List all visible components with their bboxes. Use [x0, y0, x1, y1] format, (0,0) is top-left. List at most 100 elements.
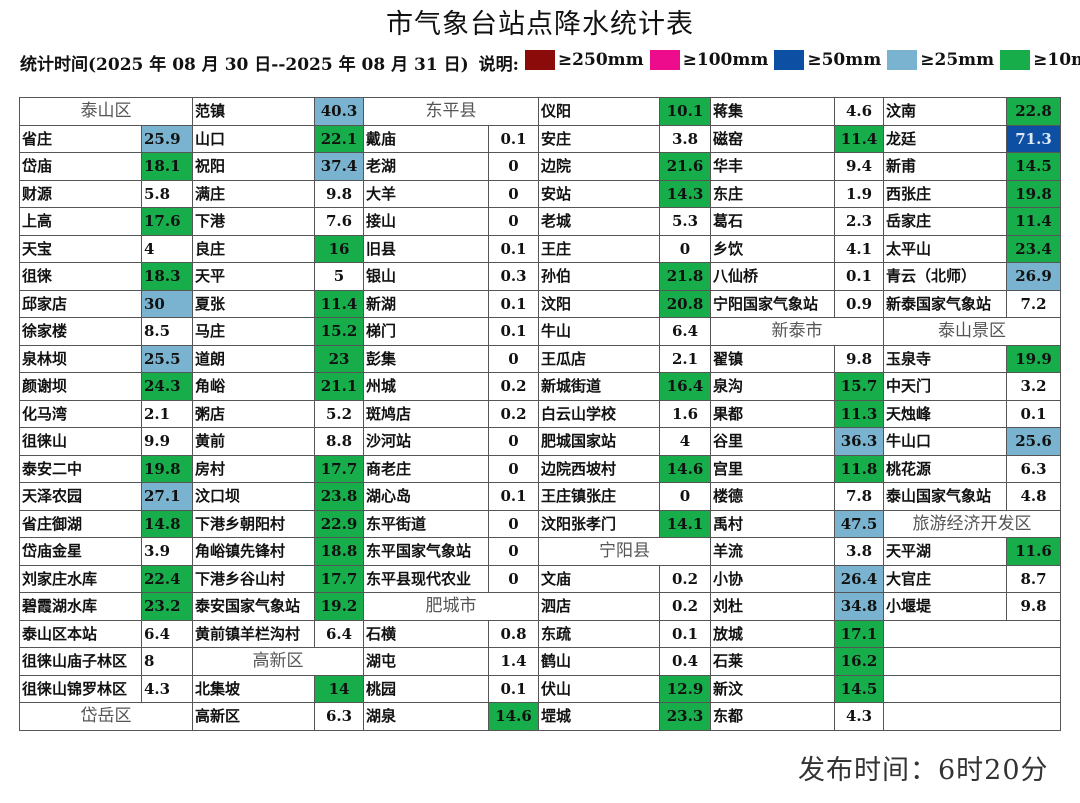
precipitation-value: 19.8 [1006, 179, 1061, 208]
precipitation-value: 21.6 [659, 152, 711, 181]
stat-period-line: 统计时间(2025 年 08 月 30 日--2025 年 08 月 31 日)… [20, 50, 1080, 75]
table-row: 泰安二中 19.8 房村 17.7 商老庄 0 边院西坡村 14.6 宫里 11.8 桃花源 6.3 [19, 454, 1061, 483]
precipitation-value: 34.8 [834, 592, 884, 621]
station-name: 天平湖 [883, 537, 1007, 566]
precipitation-value: 0.2 [488, 372, 539, 401]
precipitation-value: 11.4 [834, 124, 884, 153]
legend-swatch [524, 50, 555, 70]
empty-cell [883, 647, 1061, 676]
precipitation-value: 18.3 [141, 262, 193, 291]
precipitation-value: 22.1 [314, 124, 364, 153]
station-name: 旧县 [363, 234, 489, 263]
empty-cell [883, 674, 1061, 703]
station-name: 石横 [363, 619, 489, 648]
precipitation-value: 0.1 [1006, 399, 1061, 428]
station-name: 石莱 [710, 647, 835, 676]
precipitation-value: 26.9 [1006, 262, 1061, 291]
station-name: 道朗 [192, 344, 315, 373]
station-name: 岱庙金星 [19, 537, 142, 566]
precipitation-value: 36.3 [834, 427, 884, 456]
precipitation-value: 4.8 [1006, 482, 1061, 511]
station-name: 楼德 [710, 482, 835, 511]
station-name: 下港 [192, 207, 315, 236]
station-name: 东平国家气象站 [363, 537, 489, 566]
station-name: 泰安二中 [19, 454, 142, 483]
precipitation-value: 30 [141, 289, 193, 318]
station-name: 华丰 [710, 152, 835, 181]
precipitation-value: 4.3 [141, 674, 193, 703]
station-name: 翟镇 [710, 344, 835, 373]
legend-label-text: ≥10mm [1033, 50, 1080, 70]
precipitation-value: 0.1 [488, 317, 539, 346]
station-name: 老湖 [363, 152, 489, 181]
precipitation-value: 25.6 [1006, 427, 1061, 456]
station-name: 徂徕 [19, 262, 142, 291]
station-name: 禹村 [710, 509, 835, 538]
precipitation-value: 9.8 [314, 179, 364, 208]
station-name: 泰山国家气象站 [883, 482, 1007, 511]
region-header: 宁阳县 [538, 537, 711, 566]
station-name: 桃园 [363, 674, 489, 703]
release-time: 发布时间：6时20分 [798, 755, 1049, 786]
station-name: 放城 [710, 619, 835, 648]
precipitation-value: 0.9 [834, 289, 884, 318]
station-name: 青云（北师） [883, 262, 1007, 291]
precipitation-value: 5.8 [141, 179, 193, 208]
region-header: 泰山景区 [883, 317, 1061, 346]
table-row: 天宝 4 良庄 16 旧县 0.1 王庄 0 乡饮 4.1 太平山 23.4 [19, 234, 1061, 263]
precipitation-value: 14.6 [659, 454, 711, 483]
precipitation-value: 14.1 [659, 509, 711, 538]
station-name: 谷里 [710, 427, 835, 456]
precipitation-value: 17.6 [141, 207, 193, 236]
precipitation-value: 25.9 [141, 124, 193, 153]
station-name: 安站 [538, 179, 660, 208]
legend-label-text: ≥25mm [920, 50, 995, 70]
table-row: 财源 5.8 满庄 9.8 大羊 0 安站 14.3 东庄 1.9 西张庄 19.8 [19, 179, 1061, 208]
legend-label: 说明: [478, 55, 519, 75]
precipitation-value: 6.3 [1006, 454, 1061, 483]
station-name: 徐家楼 [19, 317, 142, 346]
station-name: 乡饮 [710, 234, 835, 263]
table-row: 刘家庄水库 22.4 下港乡谷山村 17.7 东平县现代农业 0 文庙 0.2 小协 26.4 大官… [19, 564, 1061, 593]
precipitation-value: 4 [141, 234, 193, 263]
precipitation-value: 0 [488, 344, 539, 373]
station-name: 黄前镇羊栏沟村 [192, 619, 315, 648]
precipitation-value: 15.7 [834, 372, 884, 401]
station-name: 刘杜 [710, 592, 835, 621]
precipitation-value: 2.3 [834, 207, 884, 236]
station-name: 徂徕山庙子林区 [19, 647, 142, 676]
station-name: 化马湾 [19, 399, 142, 428]
station-name: 北集坡 [192, 674, 315, 703]
precipitation-value: 19.8 [141, 454, 193, 483]
precipitation-value: 0.1 [488, 124, 539, 153]
precipitation-value: 0.4 [659, 647, 711, 676]
table-row: 碧霞湖水库 23.2 泰安国家气象站 19.2 肥城市 泗店 0.2 刘杜 34.8 小堰堤 9.8 [19, 592, 1061, 621]
station-name: 鹤山 [538, 647, 660, 676]
station-name: 肥城国家站 [538, 427, 660, 456]
precipitation-value: 18.8 [314, 537, 364, 566]
station-name: 中天门 [883, 372, 1007, 401]
station-name: 泉林坝 [19, 344, 142, 373]
station-name: 东平县现代农业 [363, 564, 489, 593]
precipitation-value: 3.8 [659, 124, 711, 153]
precipitation-value: 11.4 [314, 289, 364, 318]
station-name: 羊流 [710, 537, 835, 566]
station-name: 八仙桥 [710, 262, 835, 291]
precipitation-value: 18.1 [141, 152, 193, 181]
station-name: 彭集 [363, 344, 489, 373]
legend-item: ≥50mm [774, 50, 881, 70]
station-name: 天平 [192, 262, 315, 291]
precipitation-value: 23.8 [314, 482, 364, 511]
precipitation-value: 1.6 [659, 399, 711, 428]
precipitation-value: 0 [488, 509, 539, 538]
station-name: 梯门 [363, 317, 489, 346]
station-name: 东庄 [710, 179, 835, 208]
precipitation-value: 0.1 [488, 234, 539, 263]
station-name: 刘家庄水库 [19, 564, 142, 593]
precipitation-value: 26.4 [834, 564, 884, 593]
precipitation-value: 1.9 [834, 179, 884, 208]
station-name: 银山 [363, 262, 489, 291]
precipitation-value: 9.8 [834, 344, 884, 373]
precipitation-value: 3.8 [834, 537, 884, 566]
precipitation-value: 0 [488, 427, 539, 456]
